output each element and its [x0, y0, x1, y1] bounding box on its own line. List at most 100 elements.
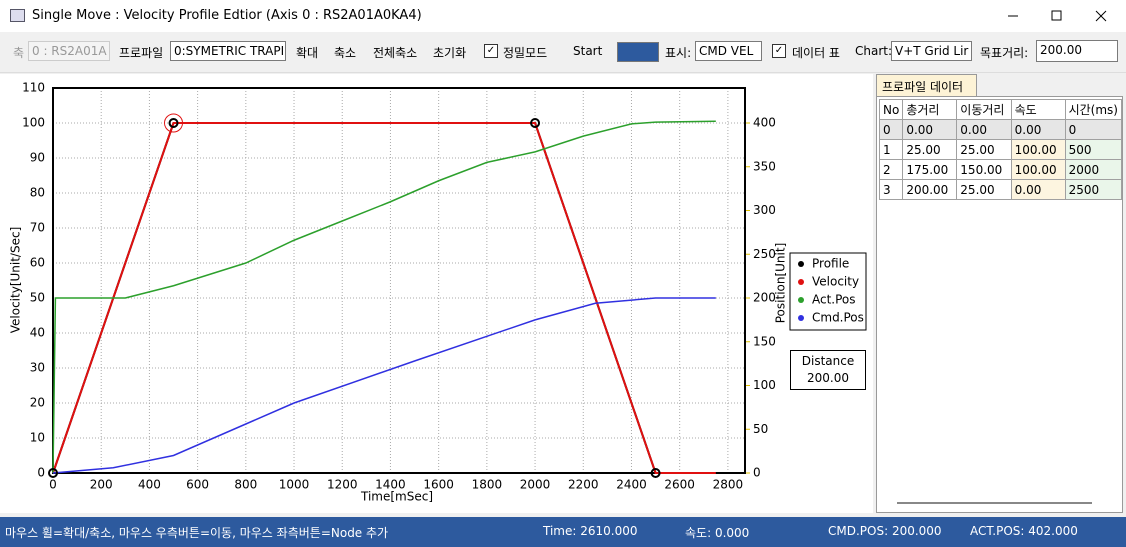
color-swatch[interactable]: [617, 42, 659, 62]
label: 프로파일: [119, 46, 164, 60]
table-cell: 25.00: [956, 139, 1012, 160]
label: 목표거리:: [980, 46, 1029, 60]
window-controls[interactable]: [1000, 0, 1126, 32]
checkbox[interactable]: ✓: [772, 44, 786, 58]
button[interactable]: Start: [573, 44, 603, 58]
plot-frame: [52, 87, 746, 474]
profile-node: [650, 468, 661, 478]
button[interactable]: 초기화: [433, 46, 467, 60]
y-tick-label: 70: [30, 221, 45, 235]
status-text: CMD.POS: 200.000: [828, 524, 942, 538]
series-line: [52, 122, 716, 474]
button[interactable]: 축소: [334, 46, 357, 60]
x-axis-label: Time[mSec]: [360, 490, 433, 504]
distance-value: 200.00: [807, 371, 849, 385]
legend-swatch: [798, 261, 804, 267]
table-cell: 이동거리: [956, 99, 1012, 120]
table-cell: 시간(ms): [1064, 99, 1123, 120]
combo[interactable]: 0:SYMETRIC TRAPI: [170, 41, 286, 61]
checkbox[interactable]: ✓: [484, 44, 498, 58]
table-cell: 100.00: [1010, 159, 1066, 180]
table-cell: 속도: [1010, 99, 1066, 120]
title-bar: Single Move : Velocity Profile Edtior (A…: [0, 0, 1126, 32]
y-tick-label: 10: [30, 431, 45, 445]
app-icon: [10, 9, 25, 22]
button[interactable]: 전체축소: [373, 46, 418, 60]
table-cell: 0: [878, 119, 904, 140]
status-text: 속도: 0.000: [685, 526, 750, 540]
x-tick-label: 2400: [616, 478, 647, 492]
x-tick-label: 1000: [279, 478, 310, 492]
y2-axis-label: Position[Unit]: [774, 243, 788, 324]
status-bar: 마우스 휠=확대/축소, 마우스 우측버튼=이동, 마우스 좌측버튼=Node …: [0, 517, 1126, 547]
x-tick-label: 2800: [713, 478, 744, 492]
table-cell: 2: [878, 159, 904, 180]
x-tick-label: 1800: [472, 478, 503, 492]
y-axis-label: Velocity[Unit/Sec]: [9, 227, 23, 334]
button[interactable]: 확대: [296, 46, 319, 60]
y-tick-label: 80: [30, 186, 45, 200]
combo[interactable]: V+T Grid Lir: [891, 41, 972, 61]
y2-tick-label: 300: [753, 203, 776, 217]
x-tick-label: 1600: [423, 478, 454, 492]
legend-label: Cmd.Pos: [812, 311, 864, 325]
chart: Time[mSec] Velocity[Unit/Sec] Position[U…: [0, 74, 873, 513]
x-tick-label: 0: [49, 478, 57, 492]
y2-tick-label: 100: [753, 378, 776, 392]
label: 표시:: [665, 46, 692, 60]
legend-swatch: [798, 279, 804, 285]
legend-swatch: [798, 297, 804, 303]
y2-tick-label: 0: [753, 466, 761, 480]
y-tick-label: 20: [30, 396, 45, 410]
data-table: No 총거리 이동거리 속도 시간(ms) 0 0.00 0.00 0.00 0 1 25.00 25.…: [878, 99, 1123, 200]
table-cell: 0.00: [1010, 179, 1066, 200]
table-cell: No: [878, 99, 904, 120]
x-tick-label: 800: [234, 478, 257, 492]
y2-tick-label: 400: [753, 116, 776, 130]
combo[interactable]: CMD VEL: [695, 41, 762, 61]
y-tick-label: 90: [30, 151, 45, 165]
x-tick-label: 1400: [375, 478, 406, 492]
y2-tick-label: 250: [753, 247, 776, 261]
scrollbar[interactable]: [897, 502, 1092, 504]
table-cell: 0: [1064, 119, 1123, 140]
spinner[interactable]: 200.00: [1036, 40, 1118, 62]
table-cell: 500: [1064, 139, 1123, 160]
table-cell: 100.00: [1010, 139, 1066, 160]
table-cell: 150.00: [956, 159, 1012, 180]
profile-node: [168, 118, 179, 128]
y-tick-label: 0: [37, 466, 45, 480]
profile-node: [48, 468, 58, 478]
tab[interactable]: 프로파일 데이터: [876, 74, 977, 96]
legend-label: Profile: [812, 257, 849, 271]
table-cell: 2500: [1064, 179, 1123, 200]
table-cell: 3: [878, 179, 904, 200]
legend-label: Act.Pos: [812, 293, 856, 307]
y2-tick-label: 200: [753, 291, 776, 305]
y-tick-label: 50: [30, 291, 45, 305]
y2-tick-label: 50: [753, 422, 768, 436]
table-cell: 25.00: [902, 139, 958, 160]
selected-ring: [164, 113, 184, 133]
y2-tick-label: 150: [753, 334, 776, 348]
profile-node: [530, 118, 541, 128]
legend-label: Velocity: [812, 275, 859, 289]
y-tick-label: 60: [30, 256, 45, 270]
table-cell: 25.00: [956, 179, 1012, 200]
table-cell: 175.00: [902, 159, 958, 180]
x-tick-label: 600: [186, 478, 209, 492]
combo[interactable]: 0 : RS2A01A: [28, 41, 110, 61]
table-cell: 0.00: [1010, 119, 1066, 140]
x-tick-label: 400: [138, 478, 161, 492]
table-cell: 2000: [1064, 159, 1123, 180]
window-title: Single Move : Velocity Profile Edtior (A…: [32, 8, 422, 23]
toolbar: 축 0 : RS2A01A 프로파일 0:SYMETRIC TRAPI 확대 축…: [0, 32, 1126, 73]
status-text: 마우스 휠=확대/축소, 마우스 우측버튼=이동, 마우스 좌측버튼=Node …: [5, 526, 389, 540]
x-tick-label: 2600: [664, 478, 695, 492]
x-tick-label: 2000: [520, 478, 551, 492]
y-tick-label: 100: [22, 116, 45, 130]
x-tick-label: 2200: [568, 478, 599, 492]
y-tick-label: 40: [30, 326, 45, 340]
y2-tick-label: 350: [753, 159, 776, 173]
